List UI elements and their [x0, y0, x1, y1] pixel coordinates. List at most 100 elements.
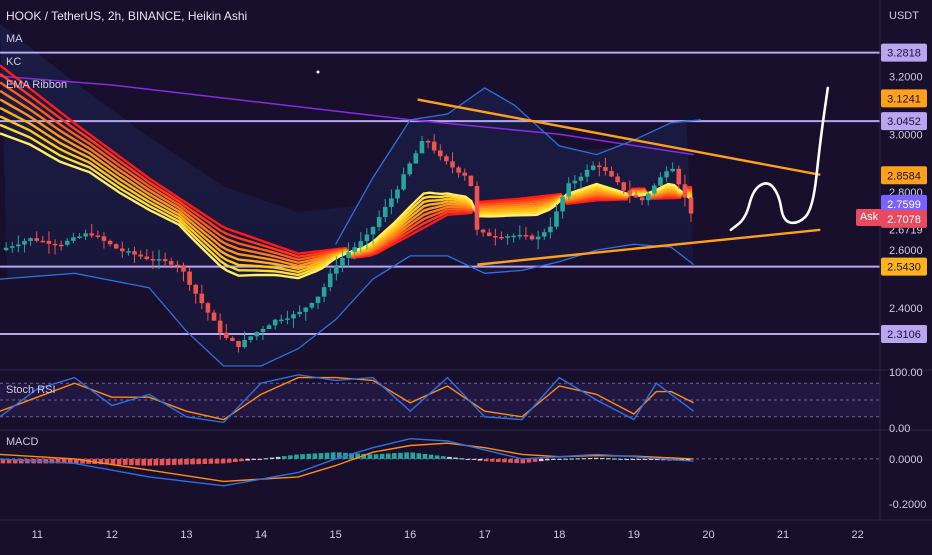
candle[interactable] — [309, 303, 315, 308]
candle[interactable] — [334, 265, 339, 274]
price-tag[interactable] — [881, 112, 927, 131]
candle[interactable] — [621, 182, 627, 191]
candle[interactable] — [46, 240, 52, 244]
candle[interactable] — [456, 167, 461, 173]
candle[interactable] — [260, 328, 266, 333]
candle[interactable] — [450, 161, 455, 168]
candle[interactable] — [28, 238, 33, 241]
triangle-trendline[interactable] — [477, 228, 821, 266]
candle[interactable] — [52, 243, 58, 246]
candle[interactable] — [217, 320, 223, 333]
candle[interactable] — [566, 183, 572, 197]
candle[interactable] — [340, 257, 345, 266]
candle[interactable] — [95, 235, 101, 238]
candle[interactable] — [652, 185, 657, 194]
candle[interactable] — [590, 165, 596, 170]
candle[interactable] — [376, 217, 382, 227]
candle[interactable] — [548, 226, 553, 233]
candle[interactable] — [364, 234, 370, 242]
candle[interactable] — [254, 332, 260, 337]
candle[interactable] — [321, 287, 327, 297]
candle[interactable] — [407, 163, 413, 175]
candle[interactable] — [389, 198, 394, 207]
price-tag[interactable] — [881, 89, 927, 108]
candle[interactable] — [596, 165, 602, 168]
candle[interactable] — [266, 325, 272, 329]
price-tag[interactable] — [881, 194, 927, 213]
candle[interactable] — [529, 235, 535, 240]
candle[interactable] — [511, 235, 516, 238]
candle[interactable] — [480, 229, 486, 233]
candle[interactable] — [71, 237, 76, 241]
candle[interactable] — [603, 167, 608, 171]
indicator-label-ema-ribbon[interactable]: EMA Ribbon — [6, 79, 68, 91]
candle[interactable] — [315, 296, 321, 304]
candle[interactable] — [40, 240, 46, 243]
candle[interactable] — [615, 176, 620, 183]
candle[interactable] — [462, 172, 468, 176]
candle[interactable] — [272, 319, 278, 326]
candle[interactable] — [560, 196, 565, 212]
candle[interactable] — [676, 168, 682, 185]
candle[interactable] — [413, 153, 419, 164]
candle[interactable] — [236, 340, 241, 348]
candle[interactable] — [132, 251, 137, 255]
candle[interactable] — [9, 246, 15, 248]
candle[interactable] — [101, 236, 107, 241]
candle[interactable] — [437, 150, 443, 157]
hand-drawn-projection[interactable] — [729, 86, 830, 232]
candle[interactable] — [382, 206, 388, 218]
candle[interactable] — [303, 307, 309, 312]
candle[interactable] — [242, 339, 247, 348]
candle[interactable] — [285, 318, 290, 320]
stoch-rsi-label[interactable]: Stoch RSI — [6, 384, 56, 396]
candle[interactable] — [523, 234, 529, 237]
candle[interactable] — [352, 247, 357, 253]
candle[interactable] — [77, 236, 82, 238]
candle[interactable] — [181, 265, 186, 272]
candle[interactable] — [230, 337, 235, 341]
triangle-trendline[interactable] — [417, 98, 821, 177]
price-tag[interactable] — [881, 43, 927, 62]
candle[interactable] — [639, 197, 645, 201]
candle[interactable] — [645, 193, 651, 201]
candle[interactable] — [58, 244, 64, 247]
candle[interactable] — [156, 259, 162, 261]
price-tag[interactable] — [881, 324, 927, 343]
candle[interactable] — [535, 236, 541, 240]
candle[interactable] — [297, 311, 302, 315]
candle[interactable] — [578, 176, 584, 181]
candle[interactable] — [291, 314, 296, 319]
candle[interactable] — [688, 197, 694, 214]
candle[interactable] — [395, 189, 400, 199]
candle[interactable] — [370, 226, 376, 235]
candle[interactable] — [554, 211, 559, 227]
candle[interactable] — [468, 175, 474, 187]
candle[interactable] — [211, 312, 217, 321]
candle[interactable] — [248, 336, 254, 340]
candle[interactable] — [572, 180, 578, 184]
candle[interactable] — [584, 169, 590, 177]
candle[interactable] — [499, 236, 504, 239]
candle[interactable] — [358, 241, 364, 248]
price-tag[interactable] — [881, 209, 927, 228]
candle[interactable] — [89, 233, 95, 236]
candle[interactable] — [199, 293, 205, 304]
indicator-label-ma[interactable]: MA — [6, 33, 23, 45]
indicator-label-kc[interactable]: KC — [6, 56, 22, 68]
candle[interactable] — [444, 156, 449, 162]
candle[interactable] — [223, 332, 229, 338]
candle[interactable] — [670, 168, 675, 172]
candle[interactable] — [150, 259, 156, 261]
candle[interactable] — [346, 252, 351, 258]
candle[interactable] — [22, 240, 27, 245]
candle[interactable] — [107, 240, 113, 245]
candle[interactable] — [144, 256, 150, 260]
candle[interactable] — [493, 236, 498, 238]
candle[interactable] — [138, 254, 143, 257]
candle[interactable] — [113, 244, 119, 249]
candle[interactable] — [187, 271, 192, 285]
candle[interactable] — [425, 141, 431, 143]
candle[interactable] — [431, 141, 437, 151]
